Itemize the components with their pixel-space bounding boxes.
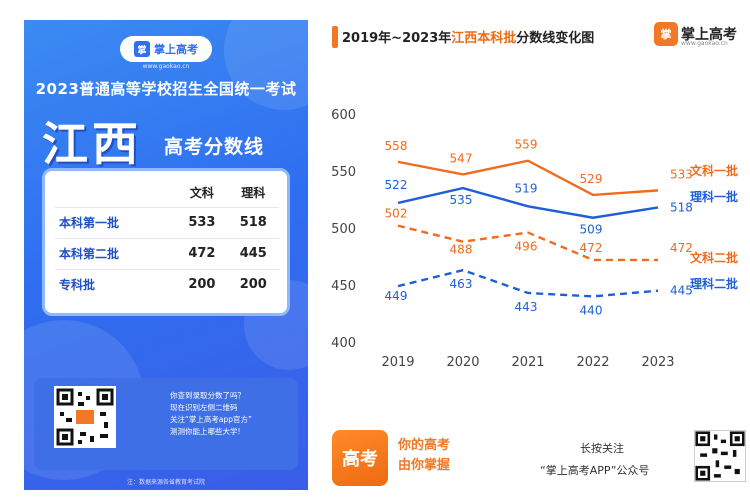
x-tick-label: 2019	[381, 355, 414, 370]
table-header-cell	[55, 179, 176, 207]
x-tick-label: 2022	[576, 355, 609, 370]
qr-text-line: 测测你能上哪些大学!	[170, 427, 241, 436]
gaokao-logo-icon: 掌	[134, 41, 150, 57]
data-label: 509	[580, 223, 603, 237]
score-poster: 掌 掌上高考 www.gaokao.cn 2023普通高等学校招生全国统一考试 …	[24, 20, 308, 490]
legend-item: 文科一批	[690, 164, 739, 178]
slogan-line: 由你掌握	[398, 458, 451, 473]
series-line-3	[397, 224, 658, 262]
data-label: 522	[385, 178, 408, 192]
score-table: 文科 理科 本科第一批 533 518 本科第二批 472 445 专科批 20…	[55, 179, 279, 300]
table-header-cell: 文科	[189, 186, 214, 201]
data-label: 445	[670, 284, 693, 298]
poster-logo: 掌 掌上高考	[120, 36, 212, 62]
wenke-score: 533	[176, 206, 228, 238]
qr-text-line: 关注“掌上高考app官方”	[170, 415, 252, 424]
slogan-line: 你的高考	[398, 438, 451, 453]
row-label: 本科第一批	[55, 206, 177, 238]
gaokao-logo-icon: 掌	[654, 22, 678, 46]
follow-account-text: “掌上高考APP”公众号	[540, 464, 650, 477]
series-line-4	[397, 268, 659, 298]
row-label: 本科第二批	[55, 237, 177, 269]
legend-item: 文科二批	[690, 251, 739, 265]
score-table-header: 文科 理科	[55, 179, 279, 207]
legend-item: 理科一批	[690, 190, 739, 204]
y-tick-label: 400	[331, 336, 356, 351]
series-line-2	[397, 186, 659, 219]
y-tick-label: 550	[331, 165, 356, 180]
data-label: 519	[515, 181, 538, 195]
data-label: 502	[385, 207, 408, 221]
score-line-chart: 400 450 500 550 600 2019 2020 2021 2022 2023 558 54…	[331, 108, 693, 370]
data-label: 443	[515, 300, 538, 314]
data-label: 533	[670, 167, 693, 181]
chart-title: 2019年~2023年江西本科批分数线变化图	[342, 27, 594, 46]
chart-title-highlight: 江西本科批	[451, 31, 517, 46]
data-label: 558	[385, 139, 408, 153]
wenke-score: 472	[176, 237, 228, 269]
table-row: 本科第一批 533 518	[55, 206, 279, 238]
data-label: 518	[670, 200, 693, 214]
data-label: 463	[450, 277, 473, 291]
data-label: 535	[450, 193, 473, 207]
province-name: 江西	[42, 117, 142, 171]
chart-brand: 掌 掌上高考	[654, 22, 737, 46]
x-tick-label: 2023	[641, 355, 674, 370]
data-label: 472	[670, 241, 693, 255]
like-score: 200	[227, 268, 279, 300]
exam-title: 2023普通高等学校招生全国统一考试	[35, 80, 297, 98]
qr-instructions: 你查到录取分数了吗？ 现在识别左侧二维码 关注“掌上高考app官方” 测测你能上…	[170, 390, 300, 438]
series-line-1	[397, 159, 659, 197]
like-score: 445	[227, 237, 279, 269]
poster-qr-code[interactable]	[54, 386, 116, 448]
brand-name: 掌上高考	[681, 27, 737, 43]
brand-url: www.gaokao.cn	[681, 40, 728, 47]
legend-item: 理科二批	[690, 277, 739, 291]
table-row: 专科批 200 200	[55, 268, 279, 300]
score-table-card: 文科 理科 本科第一批 533 518 本科第二批 472 445 专科批 20…	[42, 168, 290, 316]
gaokao-app-logo: 高考	[332, 430, 388, 486]
poster-footer: 注：数据来源各省教育考试院	[126, 479, 205, 486]
data-label: 559	[515, 138, 538, 152]
y-tick-label: 450	[331, 279, 356, 294]
data-label: 488	[450, 243, 473, 257]
chart-title-suffix: 分数线变化图	[516, 31, 595, 46]
y-tick-label: 500	[331, 222, 356, 237]
data-label: 449	[385, 289, 408, 303]
qr-text-line: 现在识别左侧二维码	[170, 403, 238, 412]
data-label: 547	[450, 151, 473, 165]
footer-qr-code[interactable]	[694, 430, 746, 482]
x-tick-label: 2021	[511, 355, 544, 370]
data-label: 529	[580, 172, 603, 186]
poster-subtitle: 高考分数线	[164, 136, 265, 158]
qr-code-icon	[695, 431, 745, 481]
data-label: 440	[580, 303, 603, 317]
table-row: 本科第二批 472 445	[55, 237, 279, 269]
chart-title-prefix: 2019年~2023年	[342, 31, 452, 46]
chart-title-accent	[332, 26, 338, 48]
footer-slogan: 你的高考 由你掌握	[398, 436, 450, 476]
row-label: 专科批	[55, 268, 177, 300]
y-tick-label: 600	[331, 108, 356, 123]
x-tick-label: 2020	[446, 355, 479, 370]
data-label: 496	[515, 240, 538, 254]
poster-logo-url: www.gaokao.cn	[142, 63, 190, 70]
qr-code-icon	[56, 388, 114, 446]
table-header-cell: 理科	[241, 186, 266, 201]
like-score: 518	[227, 206, 279, 238]
data-label: 472	[580, 241, 603, 255]
follow-text: 长按关注	[580, 442, 624, 455]
qr-text-line: 你查到录取分数了吗？	[170, 391, 245, 400]
wenke-score: 200	[176, 268, 228, 300]
poster-logo-text: 掌上高考	[154, 43, 198, 56]
